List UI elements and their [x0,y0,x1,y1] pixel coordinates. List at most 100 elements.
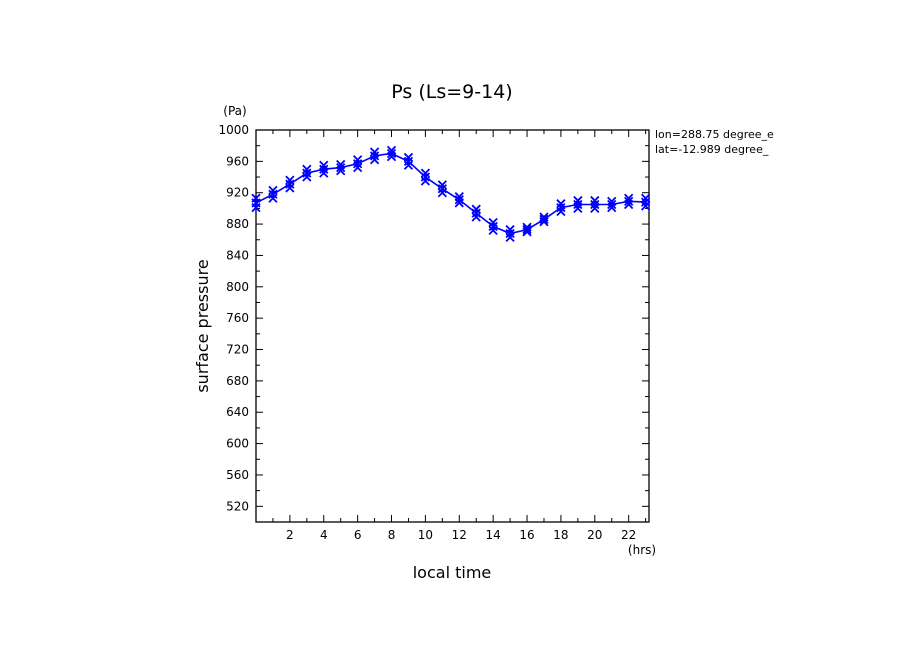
x-tick-label: 22 [621,528,636,542]
x-tick-label: 14 [486,528,501,542]
x-marker [268,185,278,196]
data-point [403,152,414,170]
x-tick-label: 6 [354,528,362,542]
x-marker [471,212,481,222]
data-point [539,212,549,227]
x-marker [607,199,617,210]
data-point [420,168,431,186]
x-marker [403,160,414,170]
y-tick-label: 720 [226,343,249,357]
x-tick-label: 18 [553,528,568,542]
x-marker [505,224,515,235]
x-marker [437,184,447,194]
x-marker [505,228,515,239]
x-marker [488,221,498,232]
x-marker [556,199,566,209]
x-tick-label: 20 [587,528,602,542]
x-marker [624,193,634,203]
x-marker [386,148,397,159]
data-point [319,160,329,178]
data-point [251,193,261,213]
x-marker [336,159,346,170]
data-point [607,196,617,213]
x-marker [302,164,312,174]
data-point [590,195,600,214]
x-marker [624,196,634,206]
data-point [640,193,651,211]
y-tick-label: 680 [226,374,249,388]
x-marker [353,162,363,173]
x-marker [590,195,600,206]
data-point [454,192,464,208]
data-point [624,193,634,210]
x-marker [437,188,447,198]
y-tick-label: 520 [226,499,249,513]
x-marker [454,192,464,202]
x-marker [437,180,447,190]
data-point [353,155,363,173]
lon-annotation: lon=288.75 degree_e [655,128,774,141]
x-marker [488,225,498,235]
x-marker [353,155,363,165]
x-marker [556,206,566,217]
data-point [336,159,346,176]
x-marker [471,204,481,214]
x-marker [403,152,414,163]
y-tick-label: 880 [226,217,249,231]
data-point [505,224,515,243]
y-tick-label: 960 [226,154,249,168]
y-tick-label: 1000 [218,123,249,137]
data-point [556,199,566,217]
x-marker [353,159,363,169]
data-point [268,185,278,203]
x-marker [454,195,464,205]
x-tick-label: 12 [452,528,467,542]
x-marker [319,164,329,174]
x-marker [386,145,397,156]
data-point [369,147,380,165]
x-marker [285,175,295,185]
x-marker [420,168,431,178]
x-marker [607,196,617,206]
y-axis-label: surface pressure [193,259,212,392]
y-tick-label: 560 [226,468,249,482]
x-marker [640,201,651,211]
x-marker [573,199,583,210]
x-marker [539,212,549,222]
x-tick-label: 2 [286,528,294,542]
x-marker [302,168,312,178]
x-marker [590,203,600,214]
x-tick-label: 10 [418,528,433,542]
x-marker [522,224,532,235]
x-marker [319,160,329,170]
y-tick-label: 600 [226,437,249,451]
x-marker [573,195,583,206]
x-marker [251,193,261,203]
x-marker [488,217,498,228]
x-marker [539,214,549,225]
x-marker [369,155,380,165]
x-marker [369,151,380,161]
data-point [471,204,481,222]
y-tick-label: 640 [226,405,249,419]
y-tick-label: 760 [226,311,249,325]
x-marker [369,147,380,157]
plot-frame [255,129,650,523]
plot-axes: 520 560 600 640 680 720 760 800 840 880 920 960 1000… [218,123,650,542]
x-marker [319,168,329,178]
data-point [573,195,583,214]
x-marker [640,197,651,207]
data-point [437,180,447,198]
x-marker [420,172,431,182]
data-point [488,217,498,235]
chart-title: Ps (Ls=9-14) [391,81,512,103]
x-tick-label: 4 [320,528,328,542]
x-marker [403,156,414,166]
x-marker [640,193,651,203]
y-tick-label: 840 [226,248,249,262]
x-marker [302,172,312,182]
x-marker [522,222,532,232]
x-marker [573,203,583,214]
x-marker [505,232,515,243]
